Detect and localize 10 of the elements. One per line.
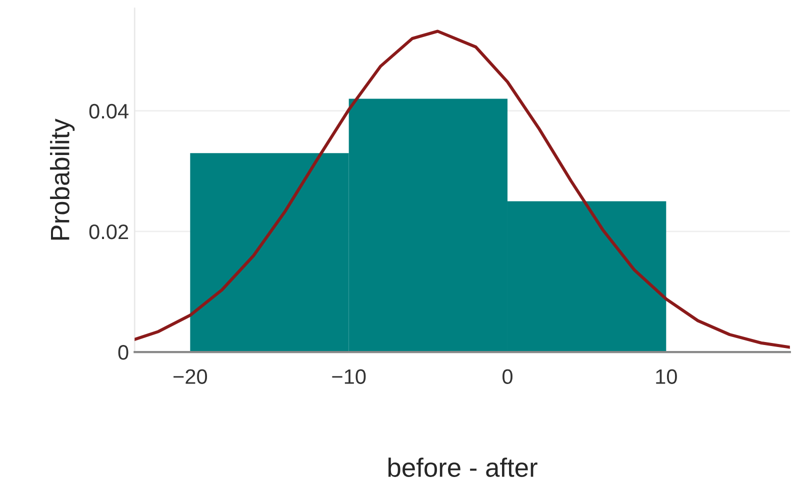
x-tick-label: −20 — [174, 369, 208, 384]
y-tick-label: 0 — [118, 345, 128, 360]
x-tick-label: 10 — [656, 369, 677, 384]
y-tick-label: 0.02 — [89, 224, 128, 240]
x-axis-title: before - after — [388, 458, 538, 477]
x-tick-label: −10 — [332, 369, 366, 384]
y-axis-title: Probability — [50, 118, 75, 240]
line-series — [134, 30, 790, 349]
x-tick-label: 0 — [502, 369, 512, 384]
y-tick-label: 0.04 — [89, 104, 128, 119]
